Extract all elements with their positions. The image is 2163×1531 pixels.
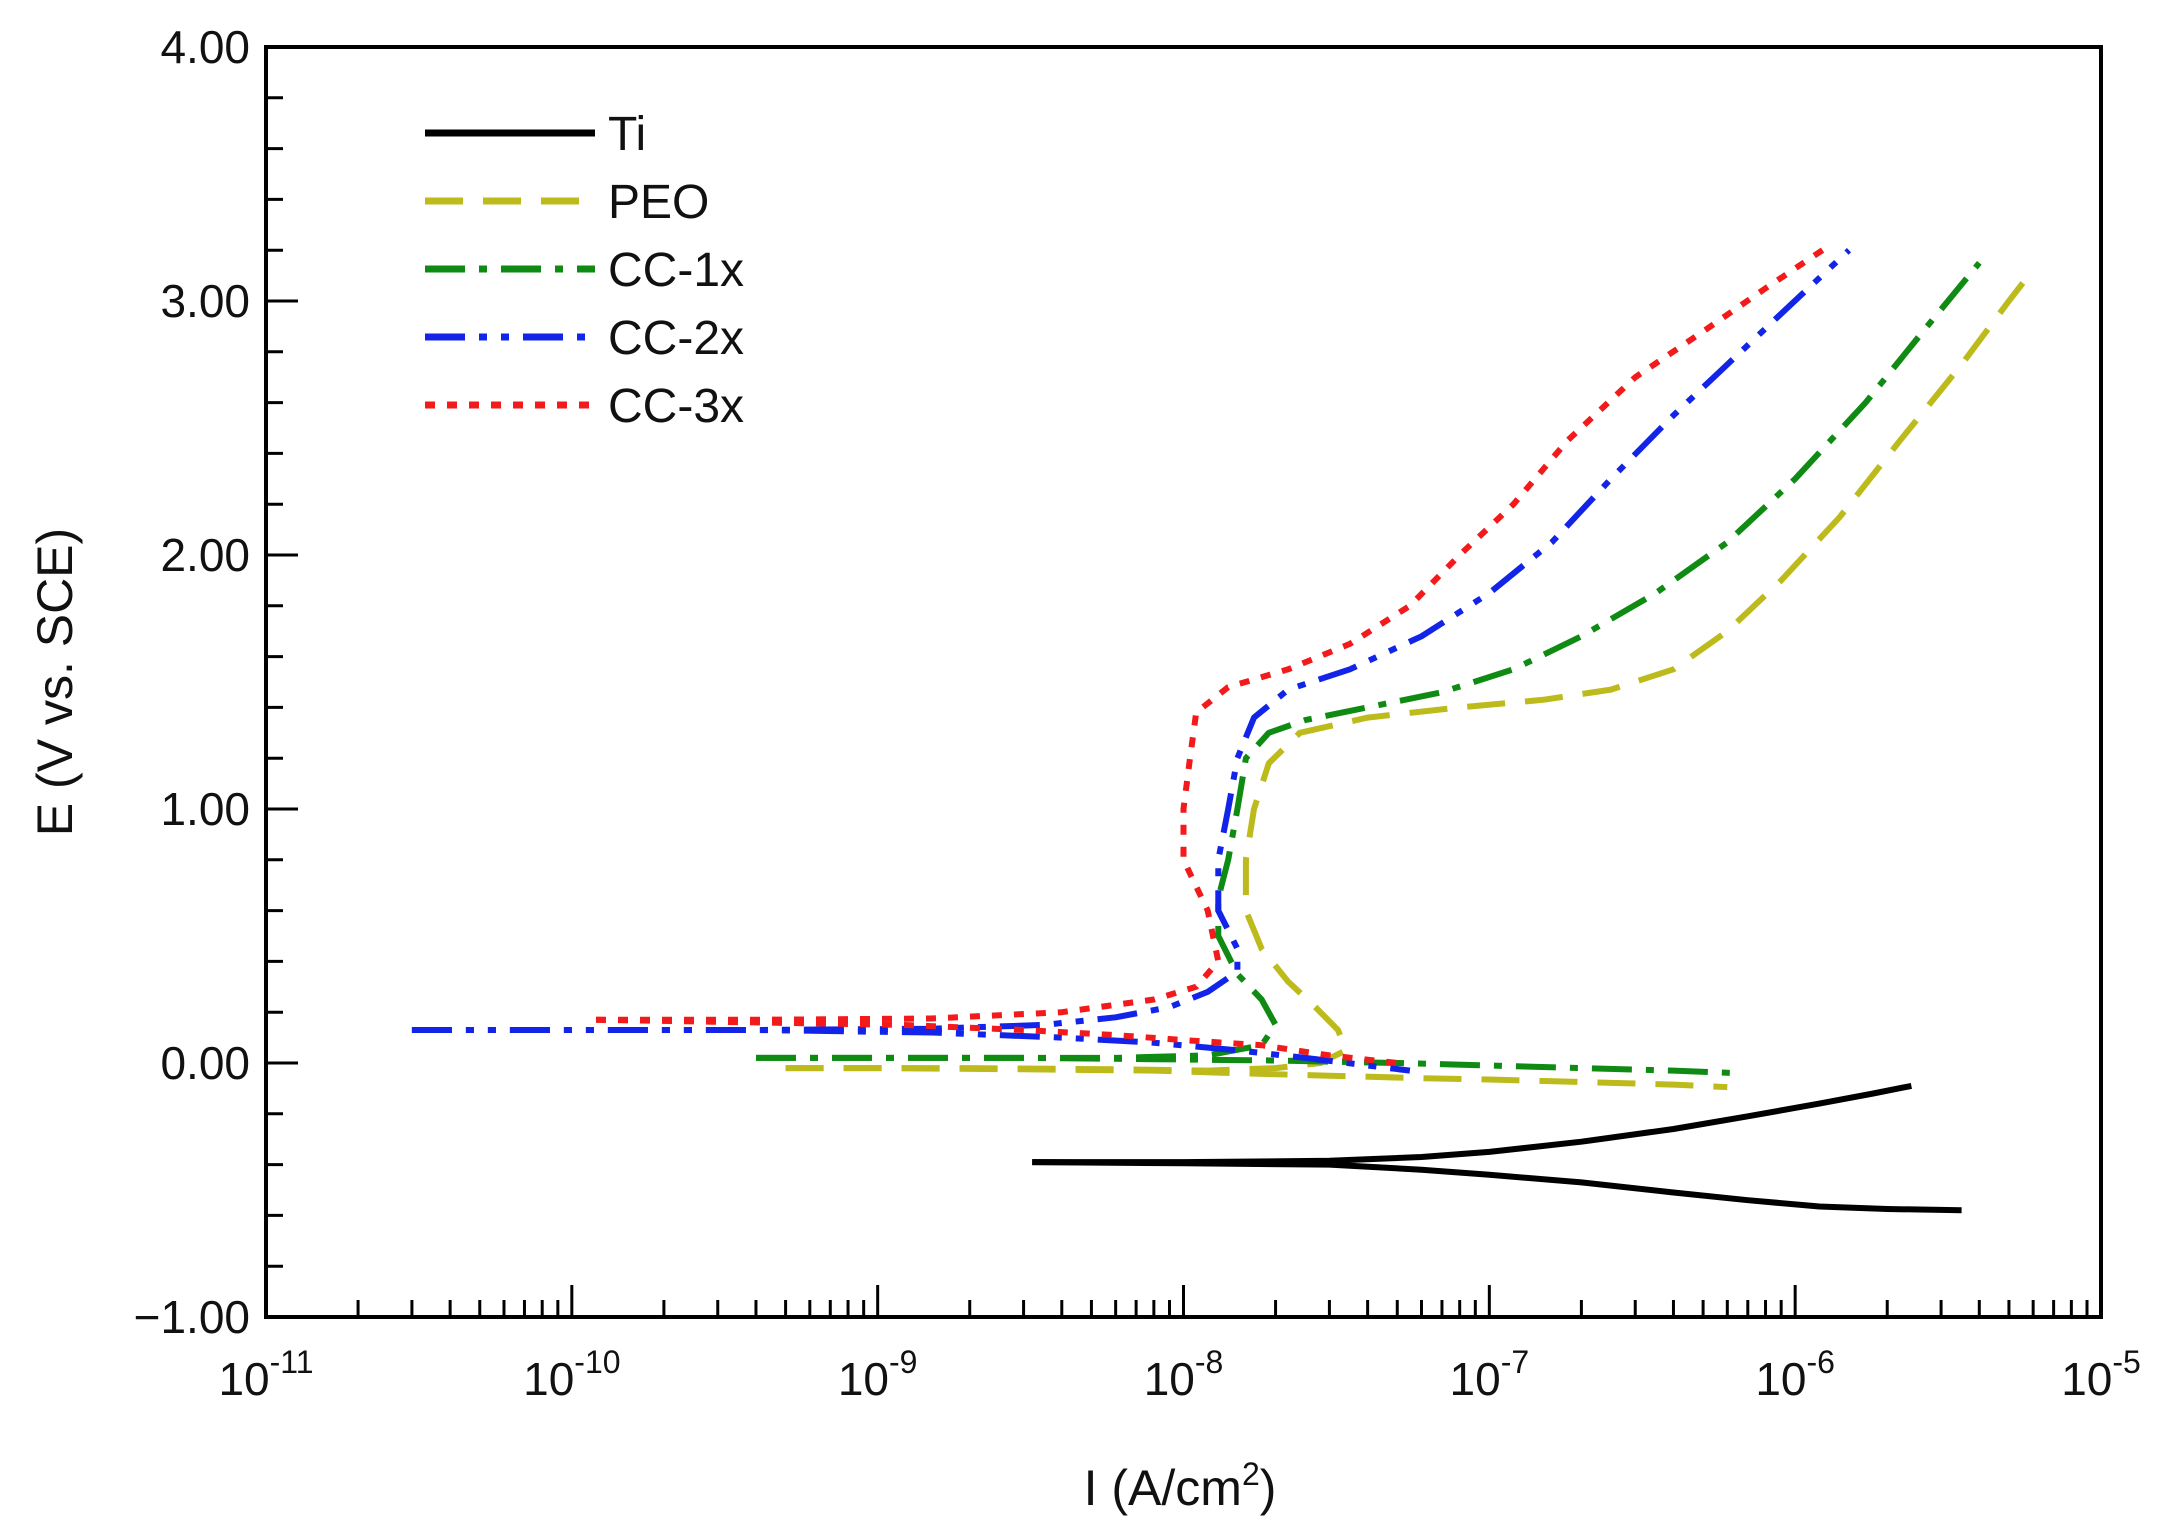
y-tick-label: 3.00 — [160, 275, 250, 327]
x-axis-title-main: I (A/cm — [1084, 1460, 1242, 1516]
x-tick-label: 10-8 — [1144, 1344, 1224, 1405]
legend-label-peo: PEO — [608, 176, 709, 229]
x-tick-label-exponent: -7 — [1501, 1344, 1529, 1380]
x-tick-label-exponent: -9 — [889, 1344, 917, 1380]
series-line-cc-3x — [595, 1016, 1398, 1066]
x-tick-label: 10-9 — [838, 1344, 918, 1405]
x-tick-label: 10-6 — [1755, 1344, 1835, 1405]
data-series-group — [411, 242, 2031, 1214]
x-tick-label-base: 10 — [1450, 1353, 1501, 1405]
x-axis-title-superscript: 2 — [1242, 1456, 1260, 1492]
x-tick-label-base: 10 — [218, 1353, 269, 1405]
series-line-ti — [1032, 1159, 1962, 1214]
x-tick-label-base: 10 — [2061, 1353, 2112, 1405]
x-tick-label: 10-10 — [523, 1344, 620, 1405]
x-tick-label-exponent: -5 — [2112, 1344, 2140, 1380]
x-tick-label: 10-11 — [218, 1344, 313, 1405]
x-tick-label-exponent: -11 — [270, 1344, 314, 1380]
x-axis-title-tail: ) — [1260, 1460, 1277, 1516]
y-axis-title: E (V vs. SCE) — [27, 528, 83, 836]
x-tick-label-exponent: -10 — [574, 1344, 620, 1380]
axes-group: 10-11 10-10 10-9 10-8 10-7 10-6 10-54.003.002.… — [134, 21, 2141, 1405]
plot-frame — [264, 45, 2103, 1319]
legend-label-cc-2x: CC-2x — [608, 312, 744, 365]
y-tick-label: 4.00 — [160, 21, 250, 73]
x-tick-label-exponent: -8 — [1195, 1344, 1223, 1380]
x-axis-title: I (A/cm2) — [1084, 1456, 1277, 1516]
legend: Ti PEO CC-1x CC-2x CC-3x — [425, 108, 744, 433]
x-tick-label-base: 10 — [523, 1353, 574, 1405]
series-line-cc-1x — [756, 260, 1982, 1061]
x-tick-label-base: 10 — [1755, 1353, 1806, 1405]
y-tick-label: 0.00 — [160, 1037, 250, 1089]
series-line-cc-2x — [411, 248, 1852, 1033]
legend-label-ti: Ti — [608, 108, 646, 161]
y-tick-label: −1.00 — [134, 1291, 250, 1343]
series-line-ti — [1032, 1082, 1912, 1166]
legend-label-cc-1x: CC-1x — [608, 244, 744, 297]
series-line-cc-1x — [756, 1054, 1739, 1077]
x-tick-label: 10-7 — [1450, 1344, 1530, 1405]
series-line-cc-2x — [411, 1027, 1411, 1074]
y-tick-label: 1.00 — [160, 783, 250, 835]
y-tick-label: 2.00 — [160, 529, 250, 581]
series-line-peo — [785, 273, 2031, 1074]
x-tick-label-base: 10 — [838, 1353, 889, 1405]
x-tick-label-exponent: -6 — [1807, 1344, 1835, 1380]
x-tick-label: 10-5 — [2061, 1344, 2141, 1405]
x-tick-label-base: 10 — [1144, 1353, 1195, 1405]
series-line-cc-3x — [596, 242, 1832, 1023]
legend-label-cc-3x: CC-3x — [608, 380, 744, 433]
